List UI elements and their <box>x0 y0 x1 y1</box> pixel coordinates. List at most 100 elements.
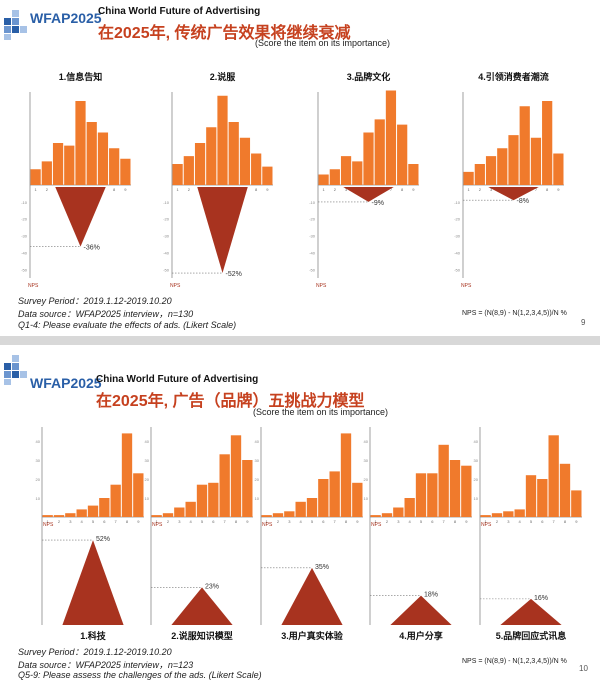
nps-triangle <box>281 567 343 625</box>
bar <box>559 463 571 517</box>
nps-value-label: 23% <box>205 583 219 590</box>
bar <box>449 460 461 517</box>
y-tick-label: 20 <box>145 477 150 482</box>
slide-10: WFAP2025 China World Future of Advertisi… <box>0 345 600 680</box>
bar <box>251 153 262 185</box>
nps-axis-label: NPS <box>170 283 181 289</box>
chart-title: 4.用户分享 <box>399 630 443 641</box>
bar <box>52 143 64 185</box>
y-tick-label: 20 <box>474 477 479 482</box>
nps-triangle <box>390 595 452 625</box>
nps-tick-label: -40 <box>454 250 461 255</box>
x-tick-label: 8 <box>454 519 457 524</box>
bar <box>172 164 183 185</box>
bar <box>553 153 564 185</box>
x-tick-label: 6 <box>541 519 544 524</box>
bar <box>120 158 131 185</box>
x-tick-label: 8 <box>564 519 567 524</box>
bar <box>463 171 474 185</box>
x-tick-label: 1 <box>467 187 470 192</box>
x-tick-label: 1 <box>322 187 325 192</box>
bar <box>438 444 449 517</box>
chart-title: 3.品牌文化 <box>347 71 391 82</box>
bar <box>525 475 537 517</box>
chart-title: 5.品牌回应式讯息 <box>496 630 567 641</box>
x-tick-label: 5 <box>311 519 314 524</box>
x-tick-label: 1 <box>34 187 37 192</box>
nps-triangle <box>197 187 248 274</box>
bar <box>196 484 208 517</box>
x-tick-label: 9 <box>465 519 468 524</box>
x-tick-label: 7 <box>115 519 118 524</box>
chart-title: 2.说服知识模型 <box>171 630 233 641</box>
page-number: 9 <box>581 318 586 327</box>
x-tick-label: 1 <box>375 519 378 524</box>
bar <box>65 513 76 517</box>
x-tick-label: 8 <box>235 519 238 524</box>
x-tick-label: 8 <box>546 187 549 192</box>
x-tick-label: 2 <box>496 519 499 524</box>
bar <box>284 511 295 517</box>
nps-tick-label: -50 <box>21 267 28 272</box>
y-tick-label: 10 <box>474 496 479 501</box>
nps-tick-label: -20 <box>21 217 28 222</box>
chart-title: 1.科技 <box>80 630 107 641</box>
x-tick-label: 9 <box>356 519 359 524</box>
nps-tick-label: -50 <box>309 267 316 272</box>
x-tick-label: 2 <box>188 187 191 192</box>
y-tick-label: 40 <box>364 439 369 444</box>
x-tick-label: 7 <box>553 519 556 524</box>
bar <box>97 132 109 185</box>
x-tick-label: 7 <box>390 187 393 192</box>
bar <box>340 433 352 517</box>
bar <box>262 166 273 185</box>
x-tick-label: 9 <box>575 519 578 524</box>
x-tick-label: 8 <box>113 187 116 192</box>
bar <box>183 156 194 185</box>
nps-value-label: -36% <box>84 245 100 252</box>
x-tick-label: 8 <box>401 187 404 192</box>
bar <box>261 515 272 517</box>
y-tick-label: 10 <box>364 496 369 501</box>
bar <box>461 465 472 517</box>
x-tick-label: 6 <box>212 519 215 524</box>
x-tick-label: 2 <box>58 519 61 524</box>
y-tick-label: 10 <box>36 496 41 501</box>
bar <box>519 106 530 185</box>
nps-axis-label: NPS <box>316 283 327 289</box>
x-tick-label: 3 <box>397 519 400 524</box>
bar <box>76 509 87 517</box>
x-tick-label: 2 <box>386 519 389 524</box>
bar <box>162 513 174 517</box>
x-tick-label: 1 <box>176 187 179 192</box>
x-tick-label: 2 <box>46 187 49 192</box>
y-tick-label: 30 <box>255 458 260 463</box>
nps-axis-label: NPS <box>262 522 273 528</box>
nps-tick-label: -40 <box>21 250 28 255</box>
x-tick-label: 4 <box>81 519 84 524</box>
question-text: Q1-4: Please evaluate the effects of ads… <box>18 320 237 330</box>
nps-triangle <box>488 187 539 201</box>
slide-title: 在2025年, 广告（品牌）五挑战力模型 <box>96 393 365 410</box>
x-tick-label: 4 <box>519 519 522 524</box>
x-tick-label: 2 <box>479 187 482 192</box>
bar <box>404 498 415 517</box>
bar <box>370 515 381 517</box>
bar <box>239 137 251 185</box>
bar <box>272 513 284 517</box>
bar <box>514 509 525 517</box>
bar <box>208 482 219 517</box>
survey-period: Survey Period：2019.1.12-2019.10.20 <box>18 296 172 306</box>
nps-charts-slide-10: 10 20 30 40 1 2 3 4 5 6 7 8 9 NPS 52% 1.科技 10 20 30 40 1 2 3 4 5… <box>36 427 582 641</box>
bar <box>133 473 144 517</box>
y-tick-label: 30 <box>364 458 369 463</box>
slide-9: WFAP2025 China World Future of Advertisi… <box>0 0 600 336</box>
nps-triangle <box>55 187 106 247</box>
x-tick-label: 9 <box>137 519 140 524</box>
nps-charts-slide-9: 1.信息告知123456789-10-20-30-40-50-36%NPS2.说… <box>21 71 564 289</box>
bar <box>194 143 206 185</box>
chart-title: 4.引领消费者潮流 <box>478 71 549 82</box>
bar <box>480 515 491 517</box>
nps-axis-label: NPS <box>481 522 492 528</box>
y-tick-label: 40 <box>145 439 150 444</box>
